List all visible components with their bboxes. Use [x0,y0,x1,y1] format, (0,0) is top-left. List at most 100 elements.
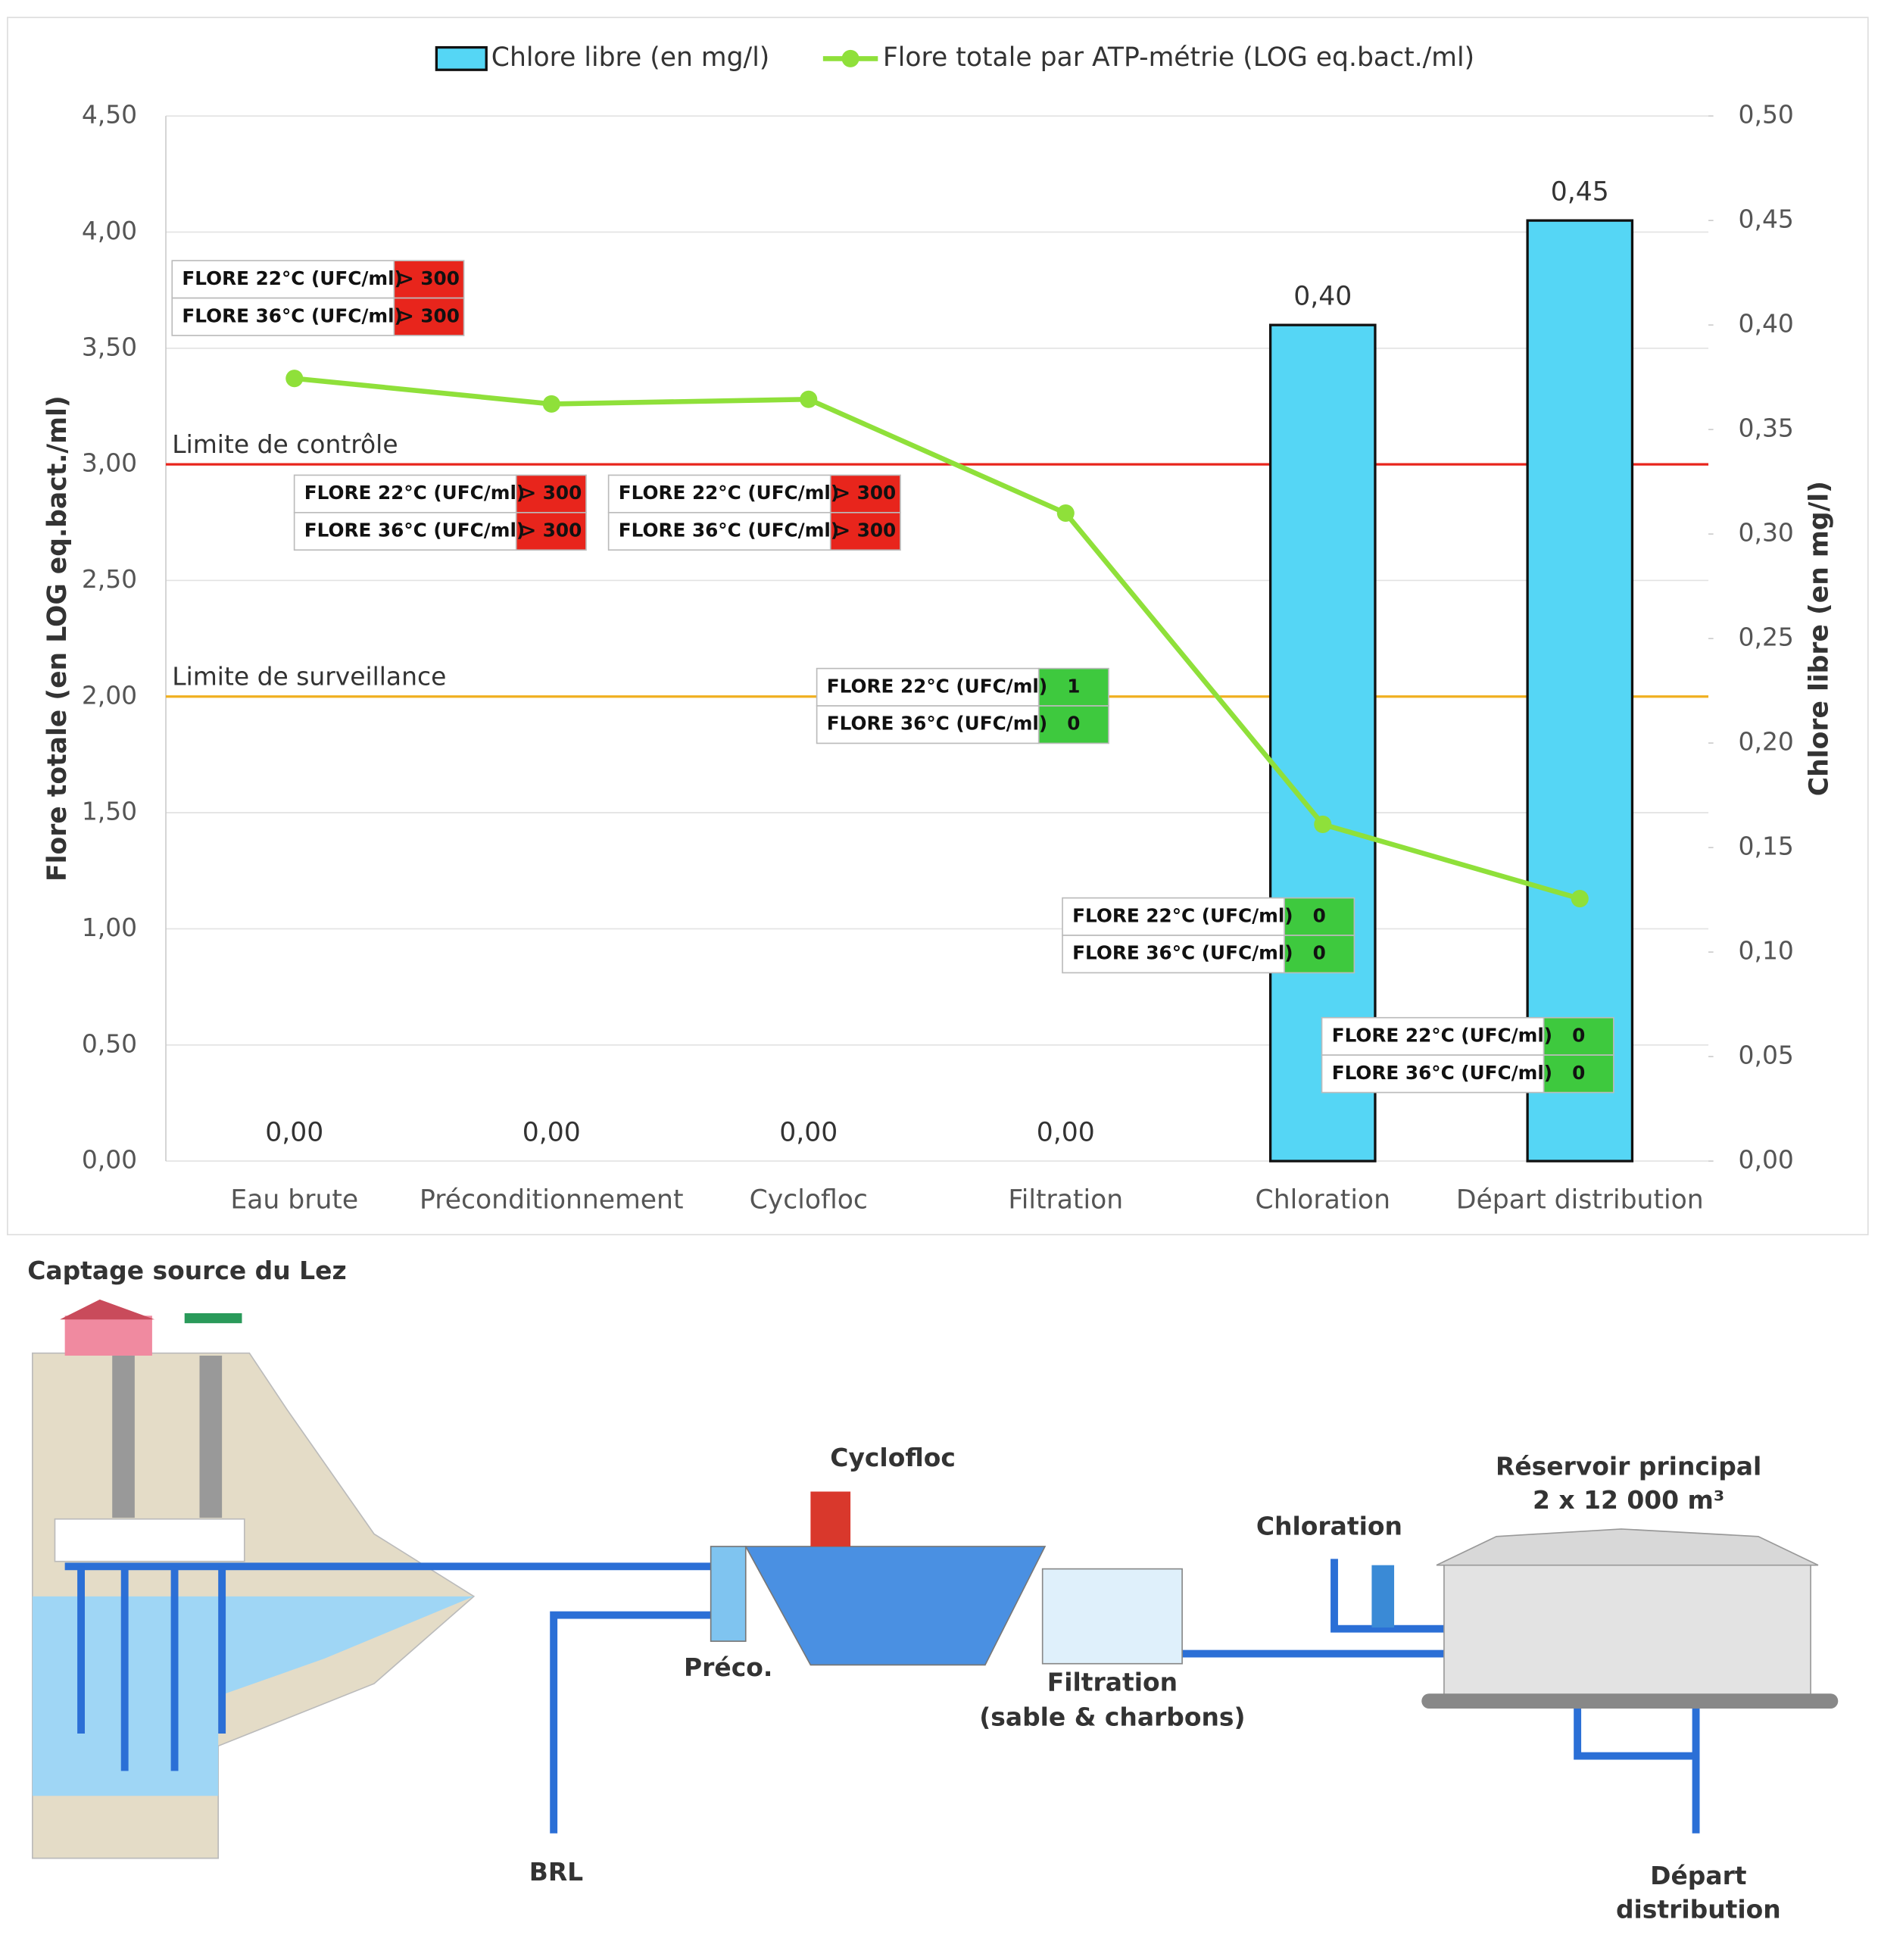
box-value: 0 [1572,1062,1585,1084]
box-value: > 300 [834,520,896,541]
diagram-label: BRL [529,1857,583,1887]
box-cell [1062,897,1285,936]
y2-tick-label: 0,00 [1739,1145,1794,1175]
box-value-cell [1037,705,1109,744]
mixer [810,1491,851,1546]
box-value: > 300 [834,482,896,504]
box-label: FLORE 22°C (UFC/ml) [619,482,839,504]
head [184,1313,242,1324]
line-point [1314,815,1332,833]
x-tick-label: Départ distribution [1456,1184,1704,1215]
line-point [285,370,304,388]
chlor-pump [1371,1565,1395,1628]
box-value-cell [1543,1016,1614,1056]
y-tick-label: 0,00 [82,1145,137,1175]
y2-tick-label: 0,30 [1739,518,1794,548]
reservoir-roof [1436,1528,1819,1566]
chart: 0,00 0,50 1,00 1,50 2,00 2,50 3,00 3,50 4,00 4,50… [42,42,1835,1215]
box-value: > 300 [520,520,582,541]
box-cell [171,297,395,336]
diagram-label: Préco. [684,1653,772,1682]
box-label: FLORE 22°C (UFC/ml) [827,675,1047,697]
pipe-out [1574,1706,1700,1834]
y-tick-label: 2,00 [82,680,137,710]
box-cell [607,474,831,513]
house [64,1316,152,1356]
box-value-cell [829,511,901,551]
box-value: > 300 [520,482,582,504]
diagram-label: Cyclofloc [830,1443,956,1472]
y2-tick-label: 0,05 [1739,1041,1794,1070]
box-cell [1321,1054,1545,1094]
x-tick-label: Chloration [1256,1184,1390,1215]
y2-tick-label: 0,40 [1739,309,1794,339]
y2-tick-label: 0,50 [1739,100,1794,130]
box-label: FLORE 22°C (UFC/ml) [304,482,525,504]
legend-label: Flore totale par ATP-métrie (LOG eq.bact… [883,42,1474,73]
box-value: > 300 [398,267,460,289]
y-tick-label: 0,50 [82,1028,137,1058]
box-value-cell [1284,935,1355,974]
box-value: 1 [1067,675,1080,697]
box-value-cell [829,474,901,513]
well-pipes [77,1566,226,1771]
box-label: FLORE 22°C (UFC/ml) [1332,1024,1552,1046]
y2-axis-title: Chlore libre (en mg/l) [1805,481,1835,796]
bar-value-label: 0,00 [1037,1117,1095,1147]
reference-label: Limite de surveillance [172,662,446,691]
pipe-brl [550,1611,711,1834]
box-cell [171,260,395,299]
bar [1526,219,1634,1163]
legend-swatch [435,45,488,71]
diagram-label: Chloration [1256,1512,1402,1541]
box-value-cell [393,297,465,336]
y2-tick-label: 0,35 [1739,414,1794,443]
legend-label: Chlore libre (en mg/l) [491,42,769,73]
box-label: FLORE 36°C (UFC/ml) [1332,1062,1552,1084]
reservoir [1443,1564,1811,1701]
line-point [1571,890,1589,908]
y2-tick-label: 0,15 [1739,832,1794,861]
bar-value-label: 0,00 [523,1117,581,1147]
bar-value-label: 0,00 [265,1117,323,1147]
diagram-label: 2 x 12 000 m³ [1533,1485,1724,1515]
legend-swatch [841,49,859,67]
x-tick-label: Eau brute [230,1184,358,1215]
box-label: FLORE 36°C (UFC/ml) [827,713,1047,735]
y2-tick-label: 0,10 [1739,936,1794,966]
bar-value-label: 0,00 [779,1117,838,1147]
preco [710,1546,747,1642]
y-tick-label: 4,00 [82,216,137,245]
line [294,376,1581,901]
box-cell [816,705,1040,744]
box-value: 0 [1067,713,1080,735]
box-label: FLORE 36°C (UFC/ml) [619,520,839,541]
y-tick-label: 3,00 [82,448,137,478]
y2-tick-label: 0,20 [1739,727,1794,757]
box-label: FLORE 22°C (UFC/ml) [1072,904,1293,926]
y-tick-label: 1,00 [82,913,137,942]
line-point [542,395,560,413]
box-label: FLORE 36°C (UFC/ml) [304,520,525,541]
y-axis-title: Flore totale (en LOG eq.bact./ml) [42,395,73,882]
pipe-chlor [1331,1559,1447,1633]
box-value: 0 [1313,904,1326,926]
box-cell [1321,1016,1545,1056]
x-tick-label: Cyclofloc [750,1184,868,1215]
box-value: 0 [1313,942,1326,964]
box-value: > 300 [398,304,460,326]
box-cell [816,667,1040,707]
bar-value-label: 0,40 [1293,281,1352,311]
box-label: FLORE 36°C (UFC/ml) [182,304,402,326]
filter [1041,1568,1183,1665]
y-tick-label: 1,50 [82,797,137,826]
platform [54,1518,245,1562]
box-cell [293,511,517,551]
box-label: FLORE 36°C (UFC/ml) [1072,942,1293,964]
x-tick-label: Préconditionnement [420,1184,683,1215]
bar-value-label: 0,45 [1551,176,1609,207]
y-tick-label: 3,50 [82,332,137,361]
y-tick-label: 2,50 [82,564,137,594]
y2-tick-label: 0,45 [1739,204,1794,234]
